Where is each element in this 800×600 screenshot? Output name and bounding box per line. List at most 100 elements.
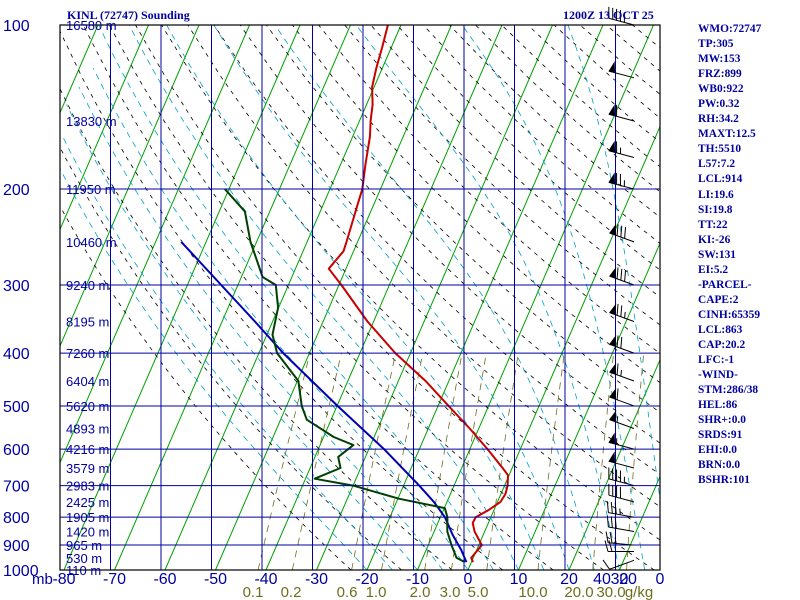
sounding-index-item: SW:131 <box>698 248 736 261</box>
isotherm-line <box>60 25 250 464</box>
mixing-ratio-line <box>537 353 565 570</box>
temperature-tick-label: -50 <box>204 571 227 588</box>
moist-adiabat-line <box>461 25 646 570</box>
dry-adiabat-line <box>187 25 660 508</box>
height-label: 530 m <box>66 551 102 566</box>
mixing-ratio-line <box>351 353 396 570</box>
moist-adiabat-line <box>98 25 494 570</box>
isotherm-line <box>366 25 604 570</box>
sounding-index-item: SI:19.8 <box>698 203 733 216</box>
dry-adiabat-line <box>370 25 660 298</box>
mixing-ratio-line <box>486 353 519 570</box>
sounding-index-item: SHR+:0.0 <box>698 414 746 427</box>
sounding-index-item: LCL:914 <box>698 173 743 186</box>
height-label: 3579 m <box>66 461 109 476</box>
temperature-trace <box>327 25 509 563</box>
pressure-tick-label: 100 <box>3 18 30 35</box>
wind-barb <box>609 303 635 322</box>
wind-barb <box>604 540 634 553</box>
sounding-index-item: HEL:86 <box>698 399 738 412</box>
temperature-tick-label: 10 <box>510 571 528 588</box>
mixing-ratio-line <box>451 353 487 570</box>
isotherm-line <box>518 241 660 570</box>
wind-barb <box>608 140 635 158</box>
isotherm-line <box>316 25 553 570</box>
dewpoint-trace <box>224 188 466 563</box>
wind-barb <box>606 501 635 518</box>
sounding-index-item: PW:0.32 <box>698 98 740 111</box>
sounding-index-item: SRDS:91 <box>698 429 743 442</box>
sounding-index-item: CAPE:2 <box>698 293 739 306</box>
isotherm-line <box>467 125 660 570</box>
sounding-index-item: EI:5.2 <box>698 263 729 276</box>
station-title: KINL (72747) Sounding <box>67 8 190 22</box>
isotherm-line <box>215 25 452 570</box>
isotherm-line <box>164 25 402 570</box>
temperature-tick-label: -70 <box>103 571 126 588</box>
height-label: 10460 m <box>66 235 117 250</box>
isotherm-line <box>60 25 149 231</box>
moist-adiabat-line <box>567 25 660 502</box>
sounding-index-item: TT:22 <box>698 218 728 231</box>
moist-adiabat-line <box>166 25 545 570</box>
parcel-trace <box>180 241 468 563</box>
mixing-ratio-label: 0.6 <box>337 584 358 600</box>
sounding-index-item: KI:-26 <box>698 233 731 246</box>
dry-adiabat-line <box>161 25 660 541</box>
isotherm-line <box>417 25 654 570</box>
mixing-ratio-label: 3.0 <box>440 584 461 600</box>
wind-barb <box>605 531 635 546</box>
pressure-axis-unit: mb <box>32 571 53 588</box>
sounding-index-item: -WIND- <box>698 369 738 382</box>
sounding-index-item: LFC:-1 <box>698 354 735 367</box>
dry-adiabat-line <box>60 146 402 570</box>
moist-adiabat-line <box>60 167 368 570</box>
pressure-tick-label: 700 <box>3 479 30 496</box>
dry-adiabat-line <box>60 30 503 570</box>
temperature-tick-label: -40 <box>254 571 277 588</box>
mixing-ratio-label: 0.2 <box>281 584 302 600</box>
mixing-ratio-label: 5.0 <box>468 584 489 600</box>
dry-adiabat-line <box>82 25 554 570</box>
dry-adiabat-line <box>60 87 453 570</box>
wind-barb <box>609 334 635 354</box>
isotherm-line <box>568 358 660 570</box>
sounding-index-item: LI:19.6 <box>698 188 734 201</box>
wind-barb <box>608 104 635 122</box>
wind-barb <box>608 172 635 190</box>
isotherm-line <box>60 25 200 348</box>
height-label: 9240 m <box>66 278 109 293</box>
pressure-tick-label: 1000 <box>3 563 39 580</box>
temperature-tick-label: -20 <box>355 571 378 588</box>
wind-scale-label: 0 <box>656 571 665 588</box>
height-label: 7260 m <box>66 346 109 361</box>
pressure-tick-label: 300 <box>3 278 30 295</box>
mixing-ratio-label: 0.1 <box>243 584 264 600</box>
height-label: 4893 m <box>66 421 109 436</box>
dry-adiabat-line <box>265 25 660 413</box>
pressure-tick-label: 900 <box>3 538 30 555</box>
isotherm-line <box>265 25 503 570</box>
mixing-ratio-line <box>626 353 645 570</box>
wind-barb <box>608 432 635 450</box>
wind-barb <box>609 410 635 429</box>
sounding-index-item: EHI:0.0 <box>698 444 737 457</box>
mixing-ratio-label: 30.0 <box>596 584 625 600</box>
dry-adiabat-line <box>108 25 604 570</box>
sounding-index-item: TP:305 <box>698 38 734 51</box>
pressure-tick-label: 800 <box>3 510 30 527</box>
moist-adiabat-line <box>92 68 469 570</box>
height-label: 16580 m <box>66 18 117 33</box>
moist-adiabat-line <box>66 104 418 570</box>
wind-barb <box>609 266 635 286</box>
wind-barb <box>609 223 635 243</box>
wind-barb <box>606 515 635 533</box>
wind-barb <box>608 61 635 79</box>
mixing-ratio-label: 1.0 <box>366 584 387 600</box>
sounding-index-item: L57:7.2 <box>698 158 736 171</box>
height-label: 110 m <box>66 563 101 578</box>
height-label: 8195 m <box>66 315 109 330</box>
dry-adiabat-line <box>213 25 660 475</box>
height-label: 965 m <box>66 538 102 553</box>
